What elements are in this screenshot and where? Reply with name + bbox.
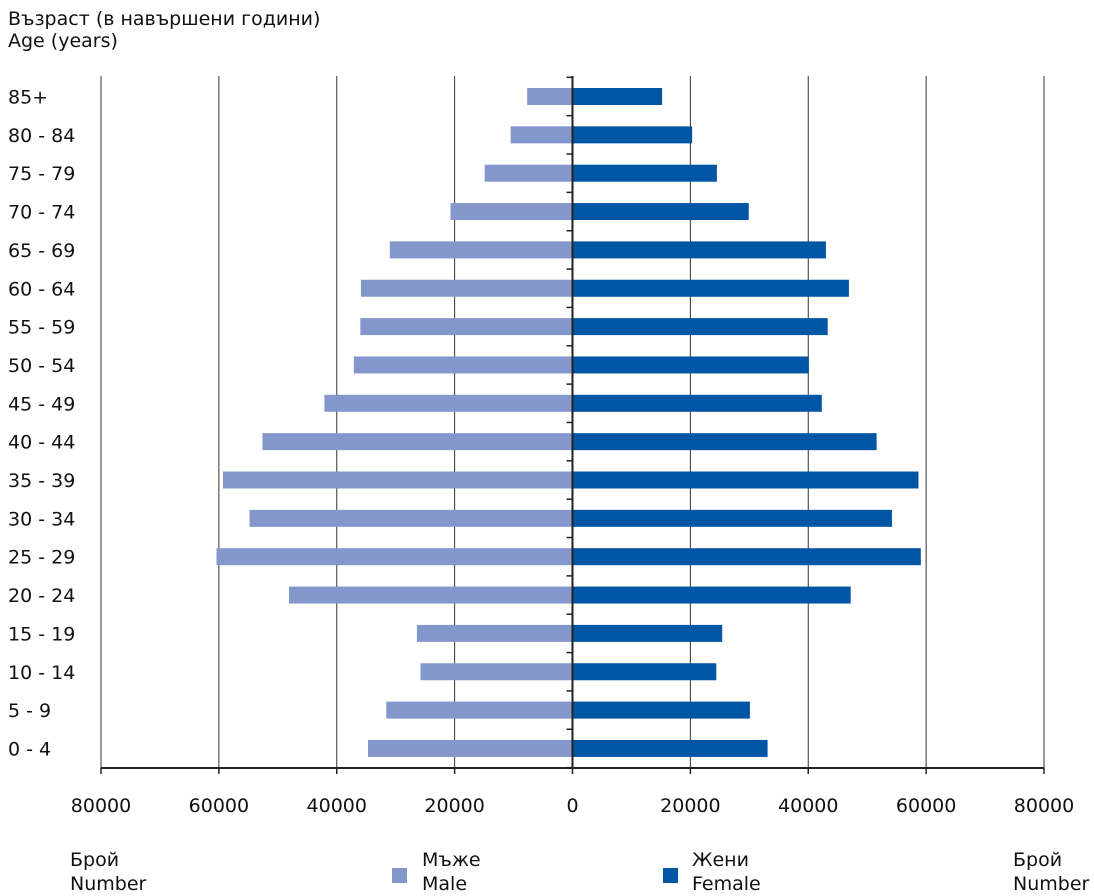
legend-swatch-male <box>392 868 407 883</box>
bar-left-65-69 <box>389 241 573 259</box>
x-axis-caption-right: Брой Number <box>1013 848 1089 896</box>
bar-left-0-4 <box>367 739 573 757</box>
bar-left-40-44 <box>262 433 573 451</box>
y-tick-label: 70 - 74 <box>8 202 75 224</box>
x-tick-label: 80000 <box>71 795 131 817</box>
x-tick-label: 40000 <box>307 795 367 817</box>
bar-left-75-79 <box>484 164 573 182</box>
bar-right-85plus <box>572 88 663 105</box>
x-axis-caption-left-en: Number <box>70 873 147 895</box>
x-tick-label: 60000 <box>896 795 956 817</box>
legend-swatch-female <box>663 868 678 883</box>
bar-right-70-74 <box>572 203 749 221</box>
x-tick-label: 40000 <box>778 795 838 817</box>
bar-right-0-4 <box>572 739 768 757</box>
y-tick-label: 30 - 34 <box>8 508 75 530</box>
bar-left-45-49 <box>324 394 573 412</box>
bar-right-80-84 <box>572 126 693 144</box>
y-tick-label: 65 - 69 <box>8 240 75 262</box>
y-tick-label: 40 - 44 <box>8 432 75 454</box>
y-tick-label: 15 - 19 <box>8 623 75 645</box>
bar-left-15-19 <box>416 624 573 642</box>
bar-left-80-84 <box>510 126 573 144</box>
y-tick-label: 60 - 64 <box>8 278 75 300</box>
x-axis-caption-right-bg: Брой <box>1013 849 1063 871</box>
y-tick-label: 55 - 59 <box>8 317 75 339</box>
legend-label-female-bg: Жени <box>692 849 749 871</box>
bar-left-70-74 <box>450 203 573 221</box>
x-tick-label: 20000 <box>424 795 484 817</box>
legend-label-female-en: Female <box>692 873 761 895</box>
bar-left-50-54 <box>353 356 573 374</box>
y-axis-title: Възраст (в навършени години) Age (years) <box>8 8 320 52</box>
bar-left-5-9 <box>386 701 573 719</box>
y-tick-label: 80 - 84 <box>8 125 75 147</box>
y-tick-label: 5 - 9 <box>8 700 51 722</box>
y-axis-title-line-bg: Възраст (в навършени години) <box>8 8 321 30</box>
bar-right-65-69 <box>572 241 826 259</box>
legend-label-female: Жени Female <box>692 848 761 896</box>
y-axis-title-line-en: Age (years) <box>8 30 118 52</box>
x-tick-label: 0 <box>566 795 578 817</box>
y-tick-label: 0 - 4 <box>8 738 51 760</box>
x-tick-label: 80000 <box>1014 795 1074 817</box>
bar-right-60-64 <box>572 279 849 297</box>
bar-left-60-64 <box>360 279 573 297</box>
bar-left-10-14 <box>420 663 573 681</box>
y-tick-label: 85+ <box>8 87 48 109</box>
bar-right-35-39 <box>572 471 919 489</box>
bar-right-25-29 <box>572 548 921 566</box>
bar-right-50-54 <box>572 356 809 374</box>
legend-label-male: Мъже Male <box>422 848 481 896</box>
x-axis-caption-right-en: Number <box>1013 873 1090 895</box>
bar-right-45-49 <box>572 394 822 412</box>
x-axis-caption-left-bg: Брой <box>70 849 120 871</box>
y-tick-label: 20 - 24 <box>8 585 75 607</box>
bar-right-5-9 <box>572 701 750 719</box>
y-tick-label: 25 - 29 <box>8 547 75 569</box>
x-tick-label: 60000 <box>189 795 249 817</box>
bar-right-30-34 <box>572 509 892 527</box>
bar-left-35-39 <box>223 471 573 489</box>
legend-label-male-bg: Мъже <box>422 849 481 871</box>
bar-left-30-34 <box>249 509 573 527</box>
bar-right-40-44 <box>572 433 877 451</box>
y-tick-label: 10 - 14 <box>8 662 75 684</box>
bar-right-15-19 <box>572 624 723 642</box>
bar-right-10-14 <box>572 663 717 681</box>
bar-right-20-24 <box>572 586 851 604</box>
bar-right-75-79 <box>572 164 717 182</box>
bar-left-55-59 <box>360 318 573 336</box>
bar-right-55-59 <box>572 318 828 336</box>
y-tick-label: 50 - 54 <box>8 355 75 377</box>
bar-left-25-29 <box>216 548 573 566</box>
x-tick-label: 20000 <box>660 795 720 817</box>
y-tick-label: 75 - 79 <box>8 163 75 185</box>
x-axis-caption-left: Брой Number <box>70 848 146 896</box>
legend-label-male-en: Male <box>422 873 468 895</box>
y-tick-label: 45 - 49 <box>8 393 75 415</box>
bar-left-85plus <box>527 88 573 105</box>
bar-left-20-24 <box>289 586 573 604</box>
y-tick-label: 35 - 39 <box>8 470 75 492</box>
